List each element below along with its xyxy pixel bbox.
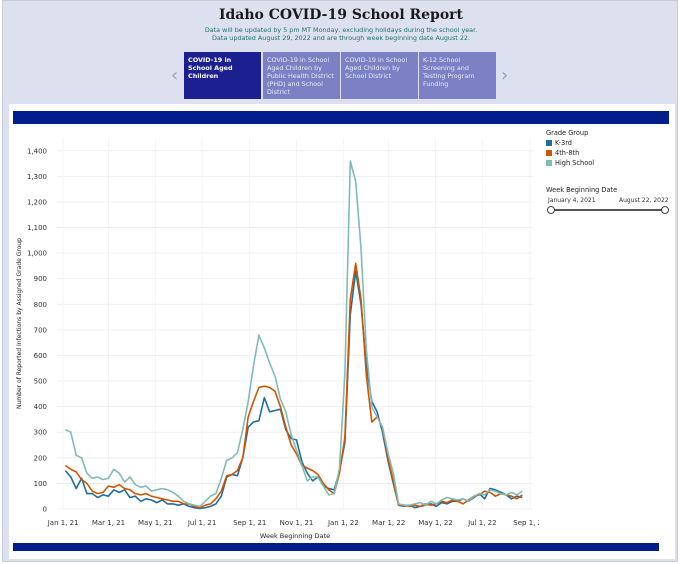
y-tick-label: 700 xyxy=(34,326,47,334)
legend-item-4-8[interactable]: 4th-8th xyxy=(546,149,579,157)
date-range-end-handle[interactable] xyxy=(661,206,669,214)
x-tick-label: Sep 1, 22 xyxy=(513,519,539,527)
y-tick-label: 1,000 xyxy=(27,250,47,258)
legend-label-4-8: 4th-8th xyxy=(555,149,580,157)
prev-tab-arrow-icon[interactable]: ‹ xyxy=(171,65,179,86)
x-tick-label: Jul 1, 21 xyxy=(187,519,216,527)
x-tick-label: Mar 1, 21 xyxy=(92,519,125,527)
y-tick-label: 500 xyxy=(34,378,47,386)
legend-item-k3[interactable]: K-3rd xyxy=(546,139,572,147)
date-filter-start: January 4, 2021 xyxy=(548,197,596,204)
legend-title: Grade Group xyxy=(546,129,589,137)
x-tick-label: Sep 1, 21 xyxy=(233,519,266,527)
y-tick-label: 600 xyxy=(34,352,47,360)
x-tick-label: May 1, 21 xyxy=(138,519,173,527)
y-tick-label: 400 xyxy=(34,403,47,411)
series-line-high-school xyxy=(65,160,523,508)
x-tick-label: May 1, 22 xyxy=(418,519,453,527)
date-filter-title: Week Beginning Date xyxy=(546,186,618,194)
x-tick-label: Jan 1, 22 xyxy=(327,519,359,527)
k3-swatch-icon xyxy=(546,140,552,146)
tab-school-aged-children[interactable]: COVID-19 in School Aged Children xyxy=(184,52,261,99)
bottom-banner-bar xyxy=(13,543,659,551)
y-axis-title: Number of Reported Infections by Assigne… xyxy=(16,238,23,409)
x-tick-label: Jul 1, 22 xyxy=(467,519,496,527)
x-tick-label: Mar 1, 22 xyxy=(372,519,405,527)
y-tick-label: 1,200 xyxy=(27,198,47,206)
x-tick-label: Jan 1, 21 xyxy=(47,519,79,527)
date-filter-end: August 22, 2022 xyxy=(619,197,669,204)
series-line-4th-8th xyxy=(64,262,523,509)
y-tick-label: 900 xyxy=(34,275,47,283)
legend-label-k3: K-3rd xyxy=(555,139,572,147)
y-tick-label: 100 xyxy=(34,480,47,488)
x-axis-title: Week Beginning Date xyxy=(260,532,330,540)
legend-label-high-school: High School xyxy=(555,159,595,167)
y-tick-label: 0 xyxy=(43,506,47,514)
x-tick-label: Nov 1, 21 xyxy=(280,519,314,527)
update-note: Data will be updated by 5 pm MT Monday, … xyxy=(204,26,478,34)
y-tick-label: 1,100 xyxy=(27,224,47,232)
high-school-swatch-icon xyxy=(546,160,552,166)
legend-item-high-school[interactable]: High School xyxy=(546,159,594,167)
infections-line-chart: 0 100 200 300 400 500 600 700 800 900 1,000 1,100 1,… xyxy=(16,138,539,540)
date-range-slider-track[interactable] xyxy=(551,209,665,211)
tab-by-phd-and-district[interactable]: COVID-19 in School Aged Children by Publ… xyxy=(263,52,340,99)
next-tab-arrow-icon[interactable]: › xyxy=(501,65,509,86)
data-date-note: Data updated August 29, 2022 and are thr… xyxy=(212,34,470,42)
grade-4-8-swatch-icon xyxy=(546,150,552,156)
tab-screening-funding[interactable]: K-12 School Screening and Testing Progra… xyxy=(419,52,496,99)
series-line-k-3rd xyxy=(64,270,523,510)
y-tick-label: 200 xyxy=(34,454,47,462)
tab-by-school-district[interactable]: COVID-19 in School Aged Children by Scho… xyxy=(341,52,418,99)
dashboard-panel: 0 100 200 300 400 500 600 700 800 900 1,000 1,100 1,… xyxy=(9,104,675,559)
page-title: Idaho COVID-19 School Report xyxy=(218,7,464,23)
date-range-start-handle[interactable] xyxy=(547,206,555,214)
y-tick-label: 1,400 xyxy=(27,147,47,155)
y-tick-label: 300 xyxy=(34,429,47,437)
y-tick-label: 800 xyxy=(34,301,47,309)
y-tick-label: 1,300 xyxy=(27,173,47,181)
top-banner-bar xyxy=(13,111,669,124)
